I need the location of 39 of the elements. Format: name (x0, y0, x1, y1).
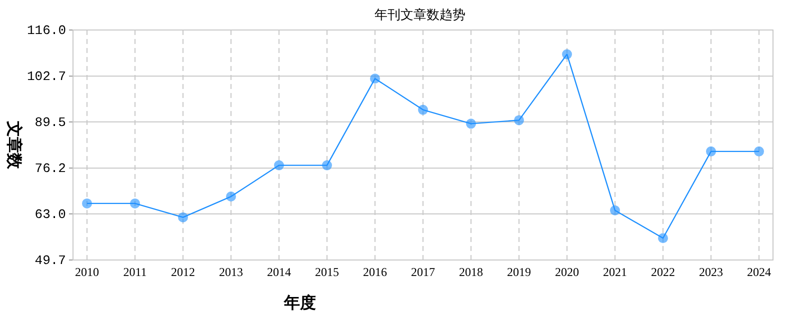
point (658, 233, 668, 244)
x-tick-label: 2023 (699, 265, 723, 279)
point (178, 212, 188, 222)
x-tick-label: 2018 (459, 265, 483, 279)
x-tick-label: 2021 (603, 265, 627, 279)
point (274, 160, 284, 170)
point (130, 198, 140, 208)
y-tick-label: 89.5 (34, 114, 66, 130)
point (370, 74, 380, 84)
point (706, 146, 716, 156)
point (754, 146, 764, 156)
y-tick-label: 76.2 (34, 161, 66, 176)
x-tick-label: 2012 (171, 265, 195, 279)
point (82, 198, 92, 208)
point (418, 104, 428, 115)
chart-title: 年刊文章数趋势 (374, 7, 466, 22)
x-tick-label: 2016 (363, 265, 387, 279)
y-tick-label: 63.0 (34, 206, 66, 222)
x-tick-label: 2015 (315, 265, 339, 279)
x-tick-label: 2010 (75, 265, 99, 279)
x-tick-label: 2017 (411, 265, 435, 279)
y-tick-label: 116.0 (26, 23, 66, 38)
point (226, 192, 236, 202)
point (466, 118, 476, 129)
x-tick-label: 2014 (267, 265, 291, 279)
x-tick-label: 2013 (219, 265, 243, 279)
y-axis-title: 文章数 (5, 120, 23, 170)
point (322, 160, 332, 170)
x-tick-label: 2022 (651, 265, 675, 279)
point (562, 49, 572, 60)
point (514, 115, 524, 126)
y-tick-label: 49.7 (34, 253, 66, 268)
x-tick-label: 2011 (123, 265, 147, 279)
y-tick-label: 102.7 (26, 69, 66, 84)
x-tick-label: 2019 (507, 265, 531, 279)
x-tick-label: 2024 (747, 265, 771, 279)
x-tick-label: 2020 (555, 265, 579, 279)
point (610, 205, 620, 216)
x-axis-title: 年度 (283, 293, 316, 312)
